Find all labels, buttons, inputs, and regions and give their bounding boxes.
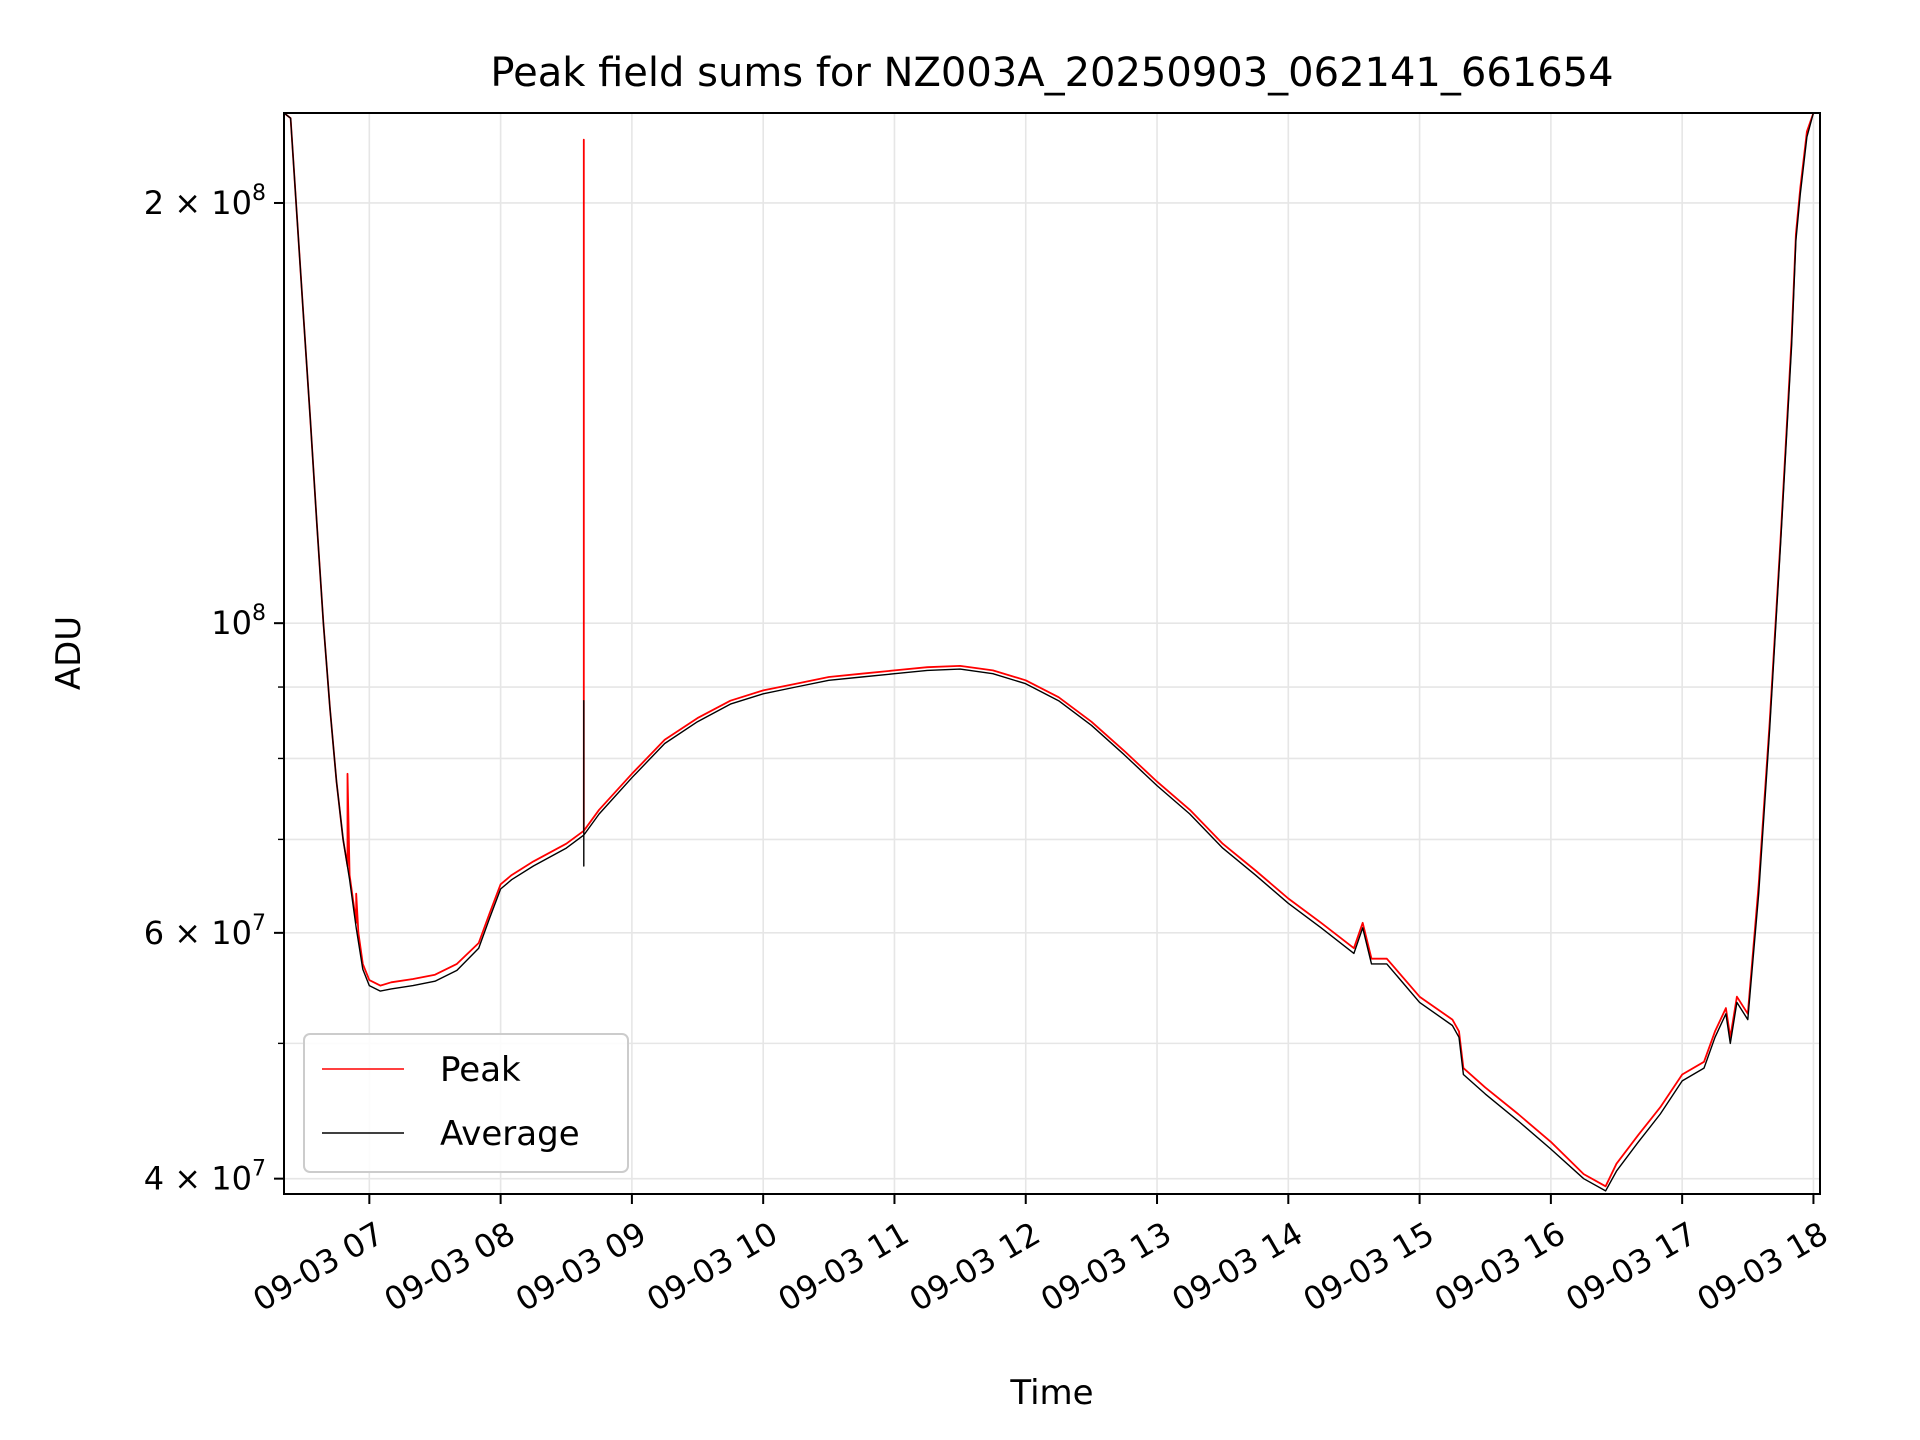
x-axis-label: Time bbox=[1009, 1373, 1093, 1413]
legend-label-peak: Peak bbox=[440, 1050, 521, 1090]
series-group bbox=[284, 113, 1820, 1192]
y-axis-label: ADU bbox=[49, 616, 89, 690]
chart-title: Peak field sums for NZ003A_20250903_0621… bbox=[490, 50, 1613, 96]
y-tick-label-3: 2 × 108 bbox=[144, 181, 266, 222]
y-tick-label-0: 4 × 107 bbox=[144, 1157, 266, 1198]
y-tick-label-1: 6 × 107 bbox=[144, 911, 266, 952]
grid bbox=[284, 113, 1820, 1194]
series-line-peak bbox=[284, 113, 1820, 1188]
y-tick-label-2: 108 bbox=[211, 601, 266, 642]
series-line-average bbox=[284, 113, 1820, 1192]
plot-frame bbox=[283, 112, 1821, 1195]
legend: Peak Average bbox=[303, 1033, 629, 1173]
legend-label-average: Average bbox=[440, 1114, 580, 1154]
